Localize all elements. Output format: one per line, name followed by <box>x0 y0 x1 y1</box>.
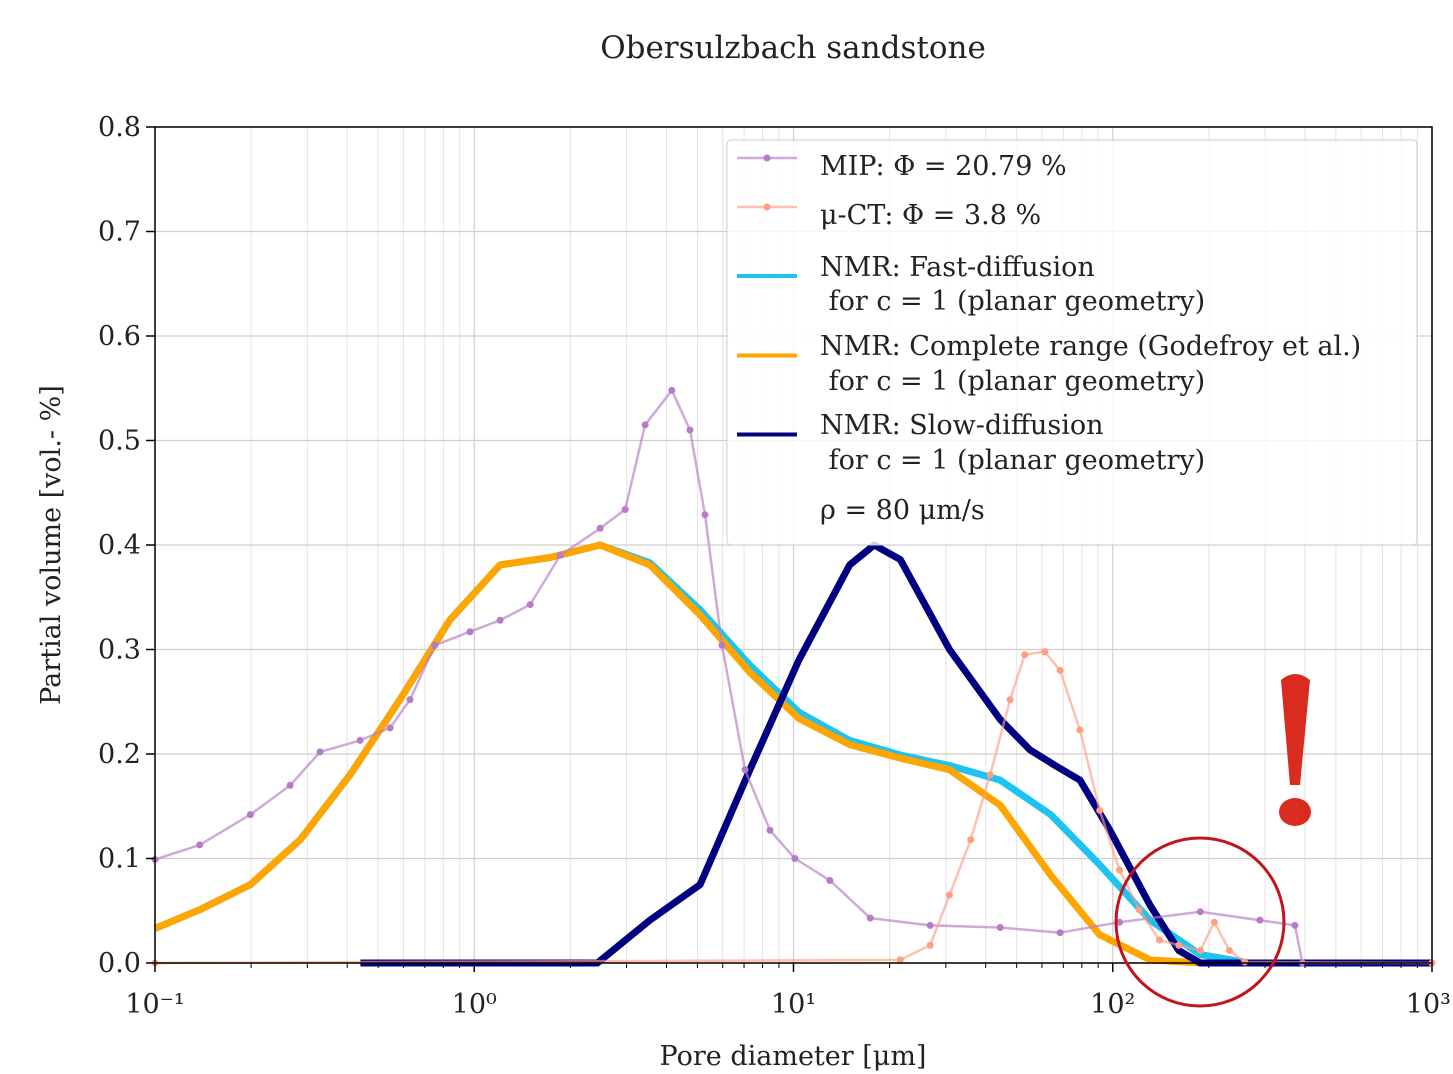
series-marker <box>356 736 364 744</box>
y-tick-label: 0.2 <box>98 739 141 770</box>
legend-label: μ-CT: Φ = 3.8 % <box>820 200 1041 231</box>
series-marker <box>791 855 799 862</box>
series-marker <box>996 923 1004 931</box>
series-marker <box>826 876 834 884</box>
series-marker <box>246 811 254 819</box>
series-marker <box>406 696 414 704</box>
x-tick-label: 10⁻¹ <box>125 989 184 1020</box>
series-line <box>153 541 1432 967</box>
legend-label: NMR: Complete range (Godefroy et al.) fo… <box>820 331 1361 397</box>
series-marker <box>316 748 324 756</box>
series-marker <box>496 616 504 624</box>
x-tick-label: 10⁰ <box>452 989 497 1020</box>
y-tick-label: 0.4 <box>98 530 141 561</box>
series-marker <box>866 914 874 922</box>
series-line <box>154 389 1432 965</box>
series-marker <box>1056 666 1064 674</box>
series-marker <box>621 505 629 513</box>
y-tick-label: 0.6 <box>98 321 141 352</box>
series-marker <box>896 956 904 964</box>
frame: 10⁻¹ 10⁰ 10¹ 10² 10³ 0.0 0.1 0.2 0.3 0.4 0.5 0.6 0.7… <box>98 112 1451 1020</box>
series-marker <box>1076 726 1084 734</box>
series-marker <box>1041 648 1049 656</box>
legend-label: MIP: Φ = 20.79 % <box>820 151 1067 182</box>
exclamation-bar <box>1281 674 1310 785</box>
x-tick-label: 10¹ <box>771 989 816 1020</box>
series-marker <box>926 921 934 929</box>
series-marker <box>1135 906 1143 914</box>
y-tick-label: 0.5 <box>98 426 141 457</box>
legend-box <box>726 139 1418 546</box>
series-marker <box>1021 651 1029 659</box>
legend-annotation: ρ = 80 μm/s <box>820 495 985 526</box>
series-line <box>360 541 1432 967</box>
series-marker <box>718 641 726 649</box>
series-marker <box>1256 916 1264 924</box>
legend-label: NMR: Slow-diffusion for c = 1 (planar ge… <box>820 410 1205 476</box>
series-marker <box>1175 941 1183 949</box>
legend-marker <box>763 154 771 162</box>
series-marker <box>466 628 474 636</box>
series-marker <box>1241 958 1249 966</box>
legend-label: NMR: Fast-diffusion for c = 1 (planar ge… <box>820 252 1205 317</box>
highlight-circle <box>1114 836 1286 1008</box>
series-marker <box>926 941 934 949</box>
legend: MIP: Φ = 20.79 % μ-CT: Φ = 3.8 % NMR: Fast… <box>726 139 1418 546</box>
series-marker <box>1116 866 1124 874</box>
series-marker <box>686 426 694 434</box>
series-marker <box>986 771 994 779</box>
series-marker <box>945 891 953 899</box>
y-tick-label: 0.1 <box>98 844 141 875</box>
series-marker <box>386 724 394 732</box>
y-axis-label: Partial volume [vol.- %] <box>36 385 67 705</box>
y-tick-label: 0.8 <box>98 112 141 143</box>
series-marker <box>1056 929 1064 937</box>
series-marker <box>596 524 604 532</box>
series-marker <box>526 601 534 609</box>
series-marker <box>1291 921 1299 929</box>
series-marker <box>1155 936 1163 944</box>
highlight <box>1114 674 1311 1008</box>
series-marker <box>431 641 439 649</box>
series-marker <box>1225 946 1233 954</box>
legend-marker <box>763 203 771 211</box>
exclamation-dot <box>1279 798 1311 826</box>
chart-title: Obersulzbach sandstone <box>600 30 986 66</box>
series-marker <box>1196 908 1204 916</box>
series-marker <box>741 766 749 774</box>
x-axis-label: Pore diameter [μm] <box>660 1041 927 1072</box>
series-marker <box>556 551 564 559</box>
series-marker <box>196 841 204 849</box>
series-marker <box>1196 946 1204 954</box>
series-marker <box>766 826 774 834</box>
series-marker <box>668 386 676 394</box>
series-marker <box>1210 918 1218 926</box>
series-marker <box>1006 696 1014 704</box>
plot-area <box>151 386 1436 967</box>
x-tick-label: 10³ <box>1406 989 1451 1020</box>
series-marker <box>967 836 975 844</box>
series-marker <box>1116 918 1124 926</box>
series-marker <box>641 421 649 429</box>
x-tick-label: 10² <box>1090 989 1135 1020</box>
y-tick-label: 0.0 <box>98 948 141 979</box>
y-tick-label: 0.3 <box>98 635 141 666</box>
series-marker <box>1096 806 1104 814</box>
y-tick-label: 0.7 <box>98 217 141 248</box>
series-marker <box>286 781 294 789</box>
series-marker <box>701 511 709 519</box>
